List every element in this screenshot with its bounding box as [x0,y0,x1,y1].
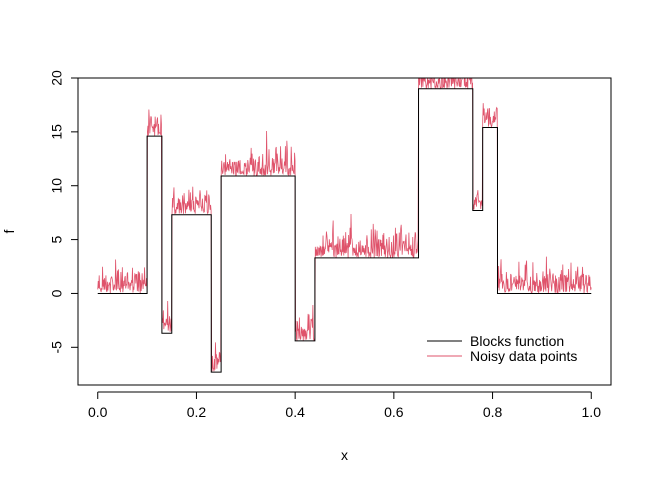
x-tick-label: 0.2 [187,404,207,420]
blocks-series [97,88,592,373]
x-axis-label: x [341,447,348,463]
y-tick-label: 20 [49,70,65,86]
x-tick-label: 0.6 [384,404,404,420]
plot-area [97,78,592,373]
y-axis: -5 0 5 10 15 20 [49,70,79,354]
x-axis: 0.0 0.2 0.4 0.6 0.8 1.0 [88,391,602,420]
y-tick-label: 0 [49,289,65,297]
legend-label-noisy: Noisy data points [470,348,577,364]
legend: Blocks function Noisy data points [427,333,577,364]
y-tick-label: 10 [49,178,65,194]
legend-label-blocks: Blocks function [470,333,564,349]
blocks-function-line [97,88,592,373]
noisy-data-line [97,78,592,372]
x-tick-label: 0.4 [285,404,305,420]
y-tick-label: 5 [49,235,65,243]
y-axis-label: f [1,229,17,233]
y-tick-label: -5 [49,341,65,354]
x-tick-label: 1.0 [582,404,602,420]
x-tick-label: 0.8 [483,404,503,420]
y-tick-label: 15 [49,124,65,140]
x-tick-label: 0.0 [88,404,108,420]
noisy-series [97,78,592,372]
